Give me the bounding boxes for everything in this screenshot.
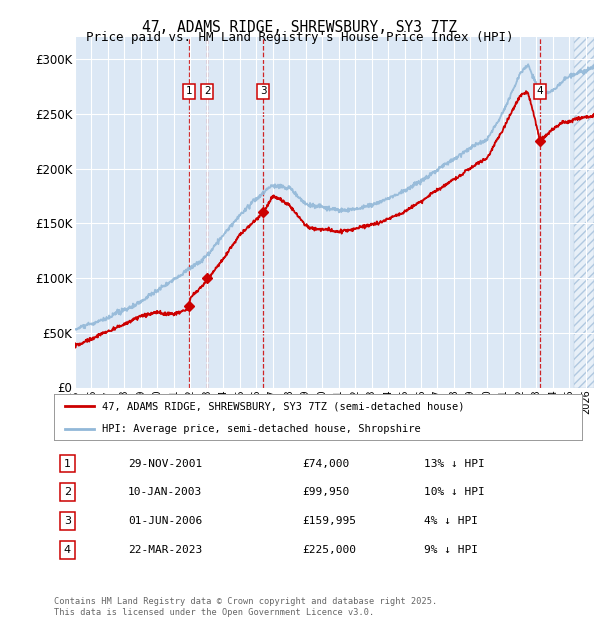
Text: 4% ↓ HPI: 4% ↓ HPI [424,516,478,526]
Text: 01-JUN-2006: 01-JUN-2006 [128,516,202,526]
Text: 4: 4 [64,544,71,555]
Text: 2: 2 [204,87,211,97]
Text: 13% ↓ HPI: 13% ↓ HPI [424,459,484,469]
Text: 3: 3 [260,87,266,97]
Text: 2: 2 [64,487,71,497]
Text: 47, ADAMS RIDGE, SHREWSBURY, SY3 7TZ (semi-detached house): 47, ADAMS RIDGE, SHREWSBURY, SY3 7TZ (se… [101,401,464,411]
Text: £159,995: £159,995 [302,516,356,526]
Text: 1: 1 [64,459,71,469]
Text: 47, ADAMS RIDGE, SHREWSBURY, SY3 7TZ: 47, ADAMS RIDGE, SHREWSBURY, SY3 7TZ [143,20,458,35]
Text: 10-JAN-2003: 10-JAN-2003 [128,487,202,497]
Text: HPI: Average price, semi-detached house, Shropshire: HPI: Average price, semi-detached house,… [101,423,420,433]
Text: 9% ↓ HPI: 9% ↓ HPI [424,544,478,555]
Text: Contains HM Land Registry data © Crown copyright and database right 2025.
This d: Contains HM Land Registry data © Crown c… [54,598,437,617]
Text: 22-MAR-2023: 22-MAR-2023 [128,544,202,555]
Text: £99,950: £99,950 [302,487,349,497]
Text: 29-NOV-2001: 29-NOV-2001 [128,459,202,469]
Text: 1: 1 [185,87,192,97]
Text: £74,000: £74,000 [302,459,349,469]
Text: Price paid vs. HM Land Registry's House Price Index (HPI): Price paid vs. HM Land Registry's House … [86,31,514,44]
Text: £225,000: £225,000 [302,544,356,555]
Text: 10% ↓ HPI: 10% ↓ HPI [424,487,484,497]
Text: 3: 3 [64,516,71,526]
Text: 4: 4 [536,87,543,97]
